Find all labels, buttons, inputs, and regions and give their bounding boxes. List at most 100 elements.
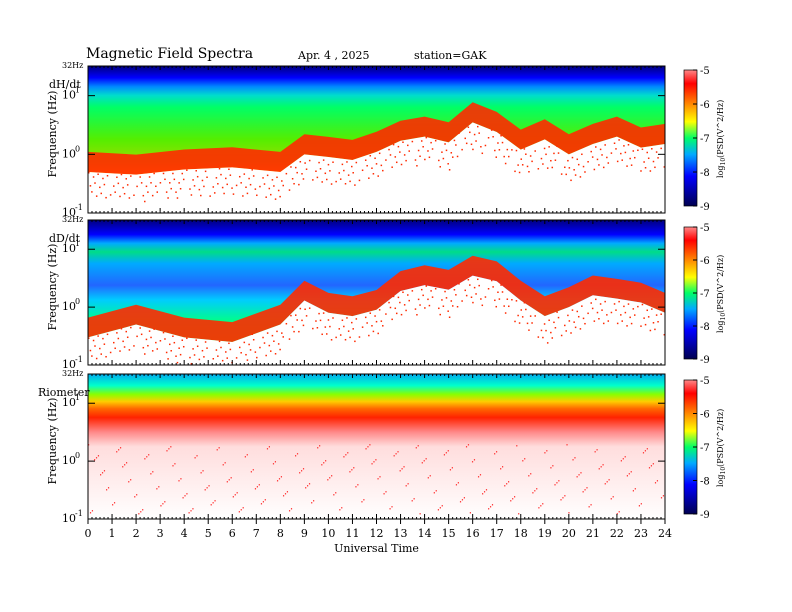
speckle-point <box>579 328 582 330</box>
speckle-point <box>102 177 104 180</box>
speckle-point <box>355 161 358 164</box>
colorbar-tick-label: -5 <box>700 376 710 387</box>
speckle-point <box>277 189 280 192</box>
speckle-point <box>198 358 201 361</box>
speckle-point <box>95 457 98 459</box>
speckle-point <box>329 477 331 479</box>
speckle-point <box>156 191 159 193</box>
speckle-point <box>256 486 258 488</box>
y-tick-label: 10 <box>62 242 76 255</box>
speckle-point <box>319 168 322 170</box>
speckle-point <box>367 446 369 448</box>
speckle-point <box>518 322 521 324</box>
speckle-point <box>285 172 288 175</box>
speckle-point <box>335 492 337 494</box>
speckle-point <box>540 157 543 160</box>
speckle-point <box>126 336 129 339</box>
speckle-point <box>351 469 353 471</box>
speckle-point <box>504 485 506 487</box>
speckle-point <box>646 309 648 312</box>
speckle-point <box>624 151 627 154</box>
speckle-point <box>345 454 347 456</box>
speckle-point <box>120 327 123 330</box>
speckle-point <box>451 156 454 158</box>
x-tick-label: 2 <box>133 527 140 540</box>
speckle-point <box>302 468 305 470</box>
speckle-point <box>556 145 558 147</box>
speckle-point <box>140 333 143 336</box>
speckle-point <box>590 504 592 506</box>
speckle-point <box>249 349 252 351</box>
speckle-point <box>450 300 453 302</box>
speckle-point <box>215 177 218 179</box>
speckle-point <box>351 321 353 324</box>
speckle-point <box>594 451 596 453</box>
speckle-point <box>369 154 372 157</box>
speckle-point <box>621 159 623 161</box>
speckle-point <box>152 471 154 473</box>
speckle-point <box>467 278 470 281</box>
speckle-point <box>153 328 155 330</box>
speckle-point <box>95 195 98 197</box>
speckle-point <box>203 356 205 358</box>
speckle-point <box>393 455 395 457</box>
speckle-point <box>178 182 180 184</box>
low-power-region <box>88 122 665 213</box>
speckle-point <box>186 493 188 495</box>
speckle-point <box>162 172 165 175</box>
speckle-point <box>271 179 274 181</box>
speckle-point <box>542 503 544 505</box>
speckle-point <box>260 503 263 505</box>
speckle-point <box>461 499 464 501</box>
speckle-point <box>128 197 131 199</box>
speckle-point <box>301 173 303 175</box>
speckle-point <box>288 510 291 512</box>
speckle-point <box>144 353 146 355</box>
speckle-point <box>264 499 266 501</box>
speckle-point <box>316 327 319 329</box>
speckle-point <box>182 497 184 499</box>
speckle-point <box>652 463 654 465</box>
speckle-point <box>222 464 224 466</box>
speckle-point <box>531 160 533 163</box>
speckle-point <box>140 182 143 184</box>
speckle-point <box>508 305 510 308</box>
speckle-point <box>355 486 357 488</box>
speckle-point <box>596 449 598 451</box>
speckle-point <box>256 356 258 359</box>
speckle-point <box>633 314 636 316</box>
speckle-point <box>494 299 496 302</box>
speckle-point <box>89 349 92 352</box>
speckle-point <box>343 456 345 458</box>
speckle-point <box>655 151 658 153</box>
speckle-point <box>475 293 477 295</box>
speckle-point <box>305 315 308 317</box>
speckle-point <box>447 163 449 165</box>
speckle-point <box>244 456 246 458</box>
speckle-point <box>546 342 549 344</box>
speckle-point <box>153 172 155 175</box>
speckle-point <box>567 159 569 162</box>
speckle-point <box>117 182 120 185</box>
speckle-point <box>136 185 138 188</box>
speckle-point <box>268 344 271 347</box>
speckle-point <box>591 156 594 158</box>
speckle-point <box>405 485 407 487</box>
speckle-point <box>587 161 589 163</box>
speckle-point <box>546 450 548 452</box>
speckle-point <box>471 461 474 463</box>
speckle-point <box>100 474 102 476</box>
speckle-point <box>170 187 172 190</box>
speckle-point <box>453 289 456 291</box>
figure-title: Magnetic Field Spectra <box>86 46 254 62</box>
speckle-point <box>586 487 588 489</box>
x-tick-label: 17 <box>490 527 504 540</box>
speckle-point <box>180 478 182 480</box>
speckle-point <box>525 153 527 155</box>
speckle-point <box>331 475 333 477</box>
speckle-point <box>178 347 180 349</box>
speckle-point <box>626 165 628 167</box>
speckle-point <box>125 178 128 180</box>
speckle-point <box>259 185 261 188</box>
speckle-point <box>368 177 370 179</box>
